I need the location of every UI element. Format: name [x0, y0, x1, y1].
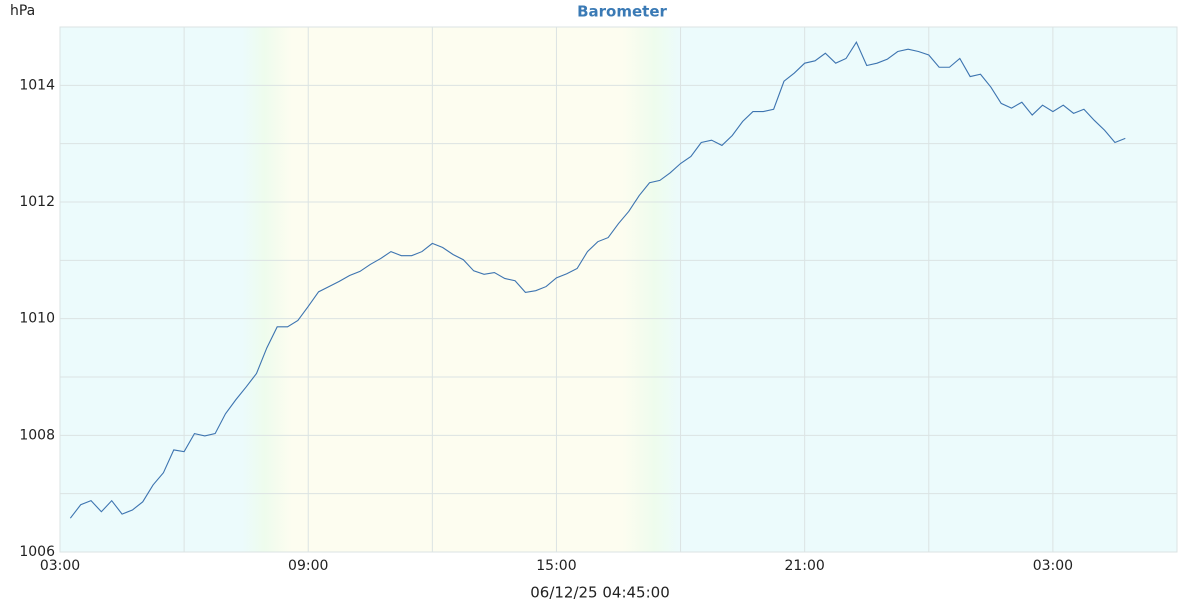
daylight-band	[242, 27, 681, 552]
y-tick-label: 1008	[19, 427, 55, 443]
footer-timestamp: 06/12/25 04:45:00	[530, 584, 670, 601]
data-line	[69, 41, 1126, 519]
y-tick-label: 1010	[19, 311, 55, 327]
plot-border	[59, 26, 1178, 553]
plot-background	[60, 27, 1177, 552]
x-tick-label: 15:00	[536, 558, 576, 574]
y-tick-label: 1006	[19, 544, 55, 560]
x-tick-label: 03:00	[40, 558, 80, 574]
chart-title: Barometer	[577, 3, 667, 21]
y-tick-label: 1012	[19, 194, 55, 210]
grid	[59, 26, 1178, 553]
y-axis-unit: hPa	[10, 3, 35, 19]
x-tick-label: 21:00	[784, 558, 824, 574]
y-tick-label: 1014	[19, 77, 55, 93]
x-tick-label: 09:00	[288, 558, 328, 574]
x-tick-label: 03:00	[1033, 558, 1073, 574]
